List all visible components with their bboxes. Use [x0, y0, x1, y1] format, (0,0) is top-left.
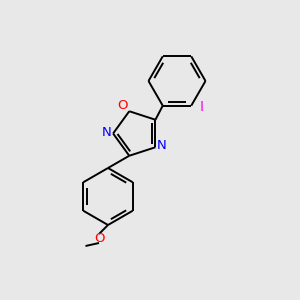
Text: N: N — [157, 139, 167, 152]
Text: O: O — [94, 232, 104, 245]
Text: N: N — [102, 125, 111, 139]
Text: O: O — [117, 99, 128, 112]
Text: I: I — [200, 100, 204, 114]
